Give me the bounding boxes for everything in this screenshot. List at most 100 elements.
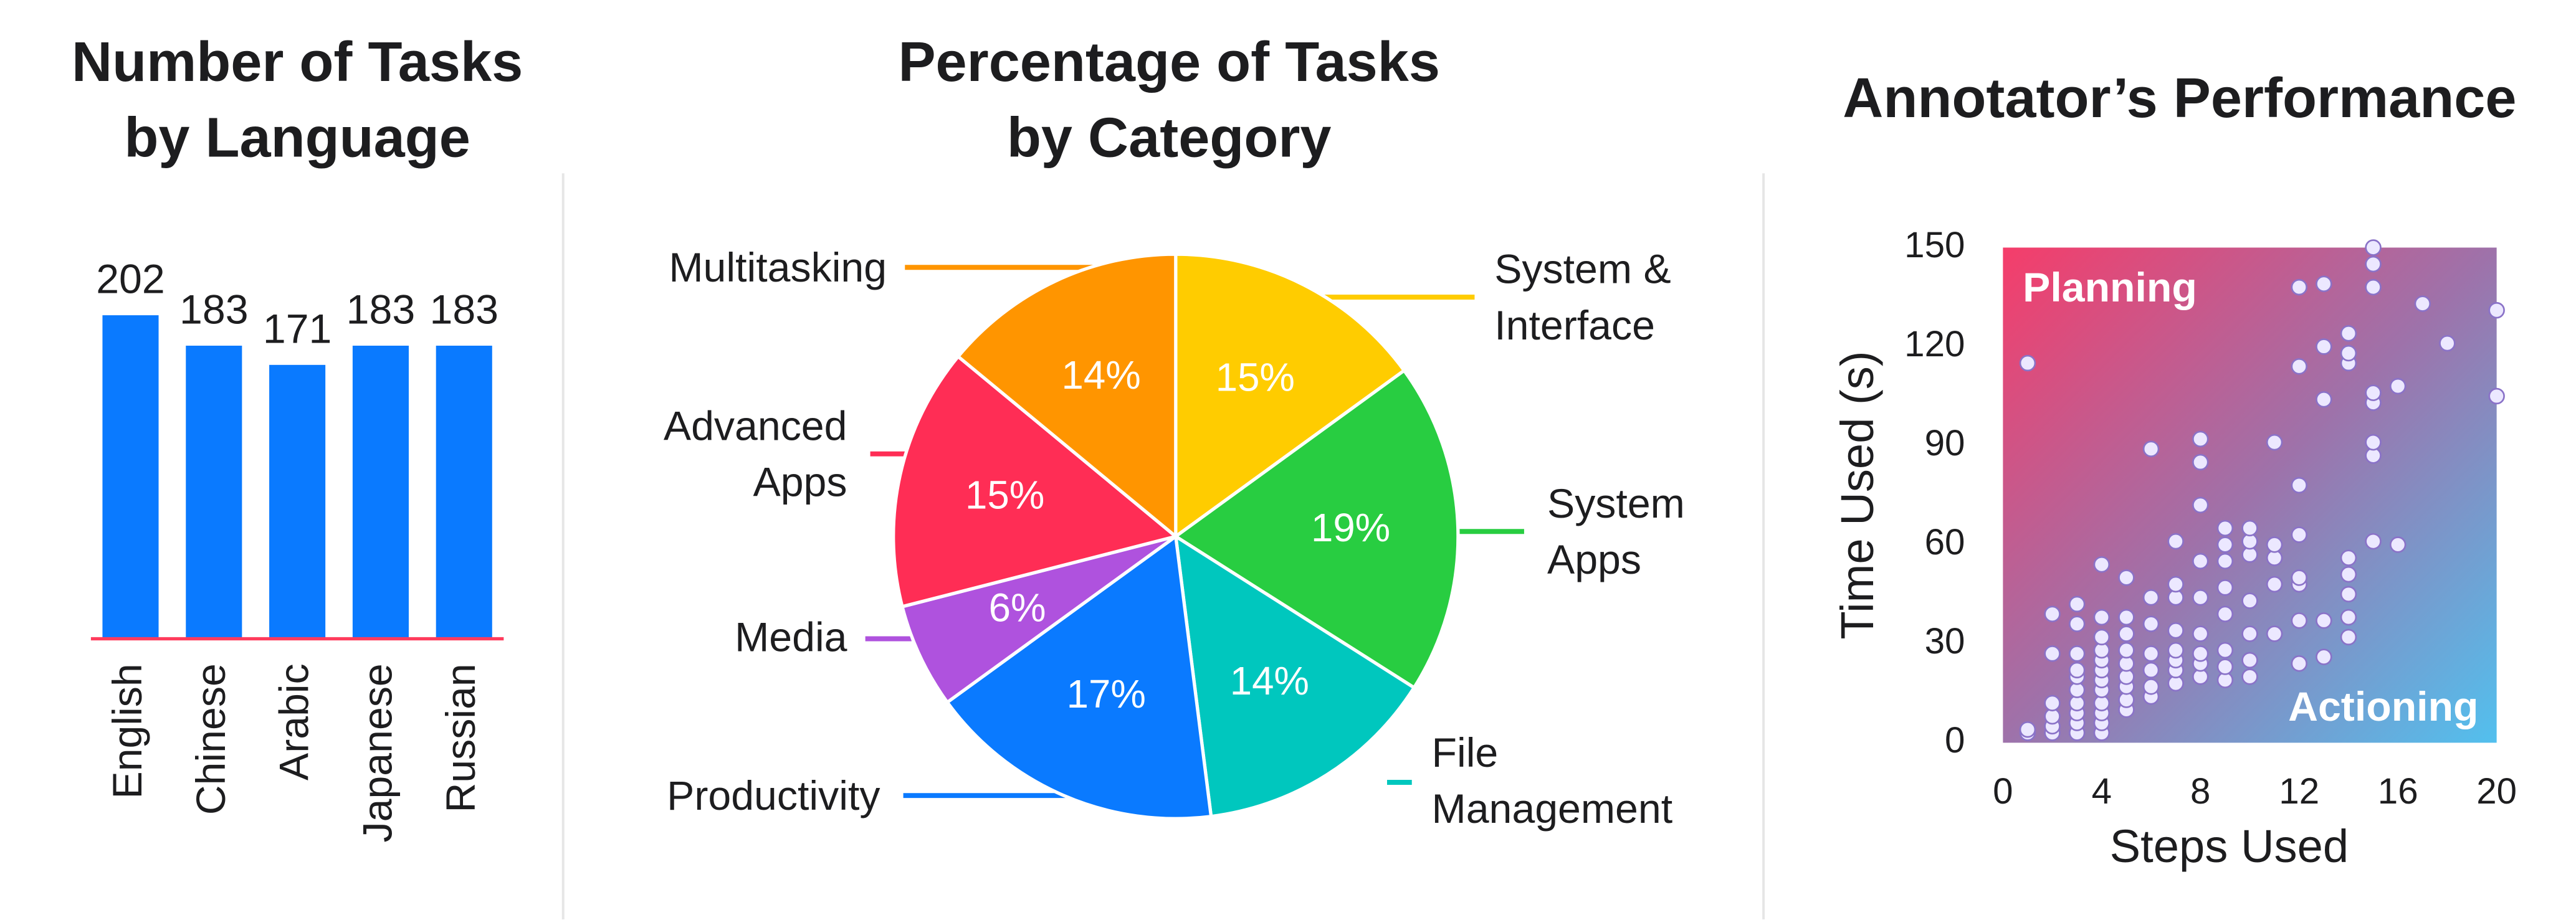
x-tick-label: Japanese — [355, 663, 401, 842]
point — [2316, 338, 2332, 355]
point — [2167, 533, 2184, 550]
point — [2019, 721, 2036, 738]
category-label: Management — [1432, 786, 1673, 832]
point — [2266, 536, 2283, 553]
chart-title: Number of Tasks — [72, 31, 523, 93]
point — [2340, 325, 2357, 342]
annotation: Actioning — [2288, 684, 2478, 730]
x-tick-label: Chinese — [188, 663, 234, 815]
x-tick-label: Arabic — [272, 663, 318, 780]
pie-slice — [955, 252, 1178, 540]
point — [2365, 434, 2382, 451]
value-label: 15% — [1216, 356, 1295, 400]
category-label: Productivity — [667, 773, 880, 819]
point — [2266, 576, 2283, 593]
point — [2216, 605, 2234, 622]
point — [2414, 295, 2431, 312]
value-label: 14% — [1230, 659, 1309, 703]
point — [2291, 569, 2307, 586]
value-label: 14% — [1062, 353, 1141, 397]
point — [2192, 496, 2209, 514]
point — [2291, 477, 2307, 494]
y-tick-label: 90 — [1925, 423, 1965, 463]
point — [2142, 645, 2160, 662]
y-tick-label: 120 — [1904, 324, 1965, 364]
point — [2241, 625, 2258, 642]
point — [2439, 334, 2456, 352]
point — [2241, 592, 2258, 609]
point — [2216, 579, 2234, 596]
x-tick-label: 20 — [2476, 771, 2517, 812]
point — [2192, 552, 2209, 570]
point — [2068, 615, 2086, 632]
point — [2216, 642, 2234, 659]
value-label: 6% — [989, 586, 1046, 630]
point — [2192, 645, 2209, 662]
point — [2488, 301, 2505, 319]
point — [2291, 358, 2307, 375]
point — [2291, 612, 2307, 629]
point — [2192, 430, 2209, 448]
point — [2340, 566, 2357, 583]
y-tick-label: 150 — [1904, 225, 1965, 265]
point — [2167, 622, 2184, 639]
point — [2142, 615, 2160, 632]
x-axis-label: Steps Used — [2110, 820, 2349, 872]
point — [2192, 453, 2209, 471]
bar — [269, 364, 326, 639]
bar — [436, 345, 492, 639]
point — [2216, 552, 2234, 570]
x-tick-label: 4 — [2092, 771, 2112, 812]
point — [2291, 655, 2307, 672]
pie-slice — [1174, 252, 1407, 540]
value-label: 171 — [263, 306, 332, 352]
point — [2241, 519, 2258, 537]
value-label: 15% — [965, 473, 1044, 518]
value-label: 202 — [96, 257, 165, 303]
point — [2365, 278, 2382, 296]
category-label: Apps — [1547, 537, 1641, 583]
point — [2044, 645, 2061, 662]
point — [2118, 609, 2135, 626]
point — [2044, 695, 2061, 712]
point — [2192, 625, 2209, 642]
point — [2365, 239, 2382, 256]
point — [2216, 519, 2234, 537]
value-label: 183 — [346, 287, 416, 333]
category-label: Advanced — [664, 403, 847, 449]
category-label: Media — [735, 615, 847, 661]
point — [2389, 377, 2407, 395]
pie-slice — [892, 354, 1180, 609]
value-label: 17% — [1067, 672, 1146, 716]
point — [2365, 255, 2382, 273]
point — [2340, 344, 2357, 362]
point — [2142, 662, 2160, 679]
point — [2365, 384, 2382, 401]
point — [2068, 662, 2086, 679]
point — [2068, 595, 2086, 613]
point — [2093, 556, 2111, 573]
point — [2216, 536, 2234, 553]
category-label: File — [1432, 730, 1499, 776]
x-tick-label: 16 — [2378, 771, 2418, 812]
chart-title: Percentage of Tasks — [898, 31, 1439, 93]
pie-slice — [900, 534, 1177, 705]
point — [2266, 625, 2283, 642]
point — [2118, 642, 2135, 659]
point — [2340, 628, 2357, 646]
point — [2316, 275, 2332, 293]
annotation: Planning — [2023, 265, 2197, 311]
point — [2488, 387, 2505, 405]
point — [2142, 678, 2160, 695]
point — [2241, 668, 2258, 685]
point — [2291, 278, 2307, 296]
point — [2192, 589, 2209, 606]
point — [2340, 586, 2357, 603]
y-tick-label: 60 — [1925, 522, 1965, 562]
point — [2167, 642, 2184, 659]
point — [2142, 589, 2160, 606]
bar — [102, 315, 159, 639]
category-label: System & — [1494, 247, 1671, 293]
pie-slice — [1173, 533, 1417, 818]
